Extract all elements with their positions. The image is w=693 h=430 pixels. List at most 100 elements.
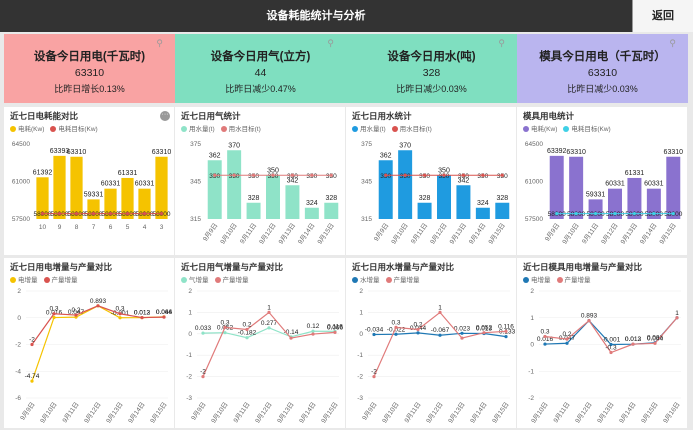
series-point[interactable]: [245, 327, 249, 332]
series-point[interactable]: [565, 341, 569, 345]
bar[interactable]: [138, 188, 151, 219]
series-point[interactable]: [267, 310, 271, 314]
bar[interactable]: [324, 202, 339, 219]
bar[interactable]: [207, 160, 222, 219]
target-point[interactable]: [481, 173, 485, 177]
series-point[interactable]: [52, 315, 56, 320]
series-point[interactable]: [333, 330, 337, 334]
series-point[interactable]: [504, 329, 508, 333]
series-point[interactable]: [565, 337, 569, 341]
target-point[interactable]: [213, 173, 217, 177]
series-point[interactable]: [543, 334, 547, 339]
bar[interactable]: [398, 150, 413, 219]
bar[interactable]: [53, 155, 66, 219]
bar[interactable]: [495, 202, 510, 219]
series-point[interactable]: [223, 325, 227, 329]
series-point[interactable]: [587, 319, 591, 323]
target-point[interactable]: [310, 173, 314, 177]
bar[interactable]: [285, 185, 300, 219]
legend-item[interactable]: 产量增量: [385, 277, 420, 284]
legend-item[interactable]: 电耗目标(Kw): [50, 126, 98, 133]
target-point[interactable]: [555, 212, 559, 216]
series-point[interactable]: [482, 331, 486, 335]
target-point[interactable]: [290, 173, 295, 177]
series-point[interactable]: [609, 342, 613, 347]
series-point[interactable]: [504, 335, 508, 339]
series-point[interactable]: [372, 332, 376, 337]
bar[interactable]: [266, 175, 280, 219]
target-point[interactable]: [40, 212, 45, 216]
target-point[interactable]: [74, 212, 79, 216]
series-point[interactable]: [653, 341, 657, 345]
target-point[interactable]: [613, 212, 617, 216]
target-point[interactable]: [442, 173, 446, 177]
legend-item[interactable]: 电增量: [10, 277, 38, 284]
legend-item[interactable]: 用水量(t): [352, 126, 386, 133]
bar[interactable]: [155, 156, 168, 219]
series-point[interactable]: [201, 375, 205, 379]
target-point[interactable]: [271, 173, 275, 177]
series-point[interactable]: [438, 310, 442, 314]
legend-item[interactable]: 电耗目标(Kw): [563, 126, 611, 133]
series-point[interactable]: [675, 316, 679, 320]
series-point[interactable]: [372, 375, 376, 379]
target-point[interactable]: [403, 173, 407, 177]
series-point[interactable]: [438, 333, 442, 337]
bar[interactable]: [304, 207, 319, 219]
legend-item[interactable]: 电耗(Kw): [10, 126, 44, 133]
bar[interactable]: [627, 177, 642, 219]
target-point[interactable]: [142, 212, 147, 216]
series-point[interactable]: [543, 342, 547, 346]
pin-icon[interactable]: ⚲: [498, 38, 505, 48]
series-point[interactable]: [30, 342, 34, 347]
target-point[interactable]: [671, 212, 675, 216]
bar[interactable]: [646, 188, 661, 219]
bar[interactable]: [378, 160, 393, 219]
legend-item[interactable]: 气增量: [181, 277, 209, 284]
target-point[interactable]: [574, 212, 578, 216]
legend-item[interactable]: 产量增量: [214, 277, 249, 284]
legend-item[interactable]: 用水量(t): [181, 126, 215, 133]
target-point[interactable]: [422, 173, 427, 177]
target-point[interactable]: [232, 173, 236, 177]
target-point[interactable]: [57, 212, 62, 216]
pin-icon[interactable]: ⚲: [156, 38, 163, 48]
target-point[interactable]: [652, 212, 656, 216]
target-point[interactable]: [461, 173, 466, 177]
series-point[interactable]: [609, 350, 613, 355]
bar[interactable]: [569, 156, 584, 219]
target-point[interactable]: [125, 212, 130, 216]
target-point[interactable]: [329, 173, 333, 177]
series-point[interactable]: [245, 336, 249, 340]
legend-item[interactable]: 电耗(Kw): [523, 126, 557, 133]
series-point[interactable]: [311, 329, 315, 333]
bar[interactable]: [227, 150, 242, 219]
series-point[interactable]: [289, 336, 293, 340]
series-point[interactable]: [30, 379, 34, 383]
legend-item[interactable]: 产量增量: [43, 277, 78, 284]
legend-item[interactable]: 用水目标(t): [220, 126, 261, 133]
bar[interactable]: [549, 155, 564, 219]
bar[interactable]: [121, 177, 134, 219]
legend-item[interactable]: 电增量: [523, 277, 551, 284]
target-point[interactable]: [632, 212, 637, 216]
series-point[interactable]: [416, 331, 420, 335]
bar[interactable]: [456, 185, 471, 219]
series-point[interactable]: [201, 331, 205, 335]
target-point[interactable]: [251, 173, 256, 177]
more-icon[interactable]: ···: [160, 111, 170, 121]
pin-icon[interactable]: ⚲: [327, 38, 334, 48]
bar[interactable]: [104, 188, 117, 219]
series-point[interactable]: [118, 316, 122, 320]
series-point[interactable]: [460, 331, 464, 335]
target-point[interactable]: [593, 212, 598, 216]
series-point[interactable]: [223, 331, 227, 335]
bar[interactable]: [70, 156, 83, 219]
series-point[interactable]: [267, 326, 271, 330]
bar[interactable]: [246, 202, 261, 219]
back-button[interactable]: 返回: [632, 0, 693, 32]
bar[interactable]: [475, 207, 490, 219]
legend-item[interactable]: 产量增量: [556, 277, 591, 284]
series-point[interactable]: [118, 312, 122, 316]
legend-item[interactable]: 用水目标(t): [391, 126, 432, 133]
